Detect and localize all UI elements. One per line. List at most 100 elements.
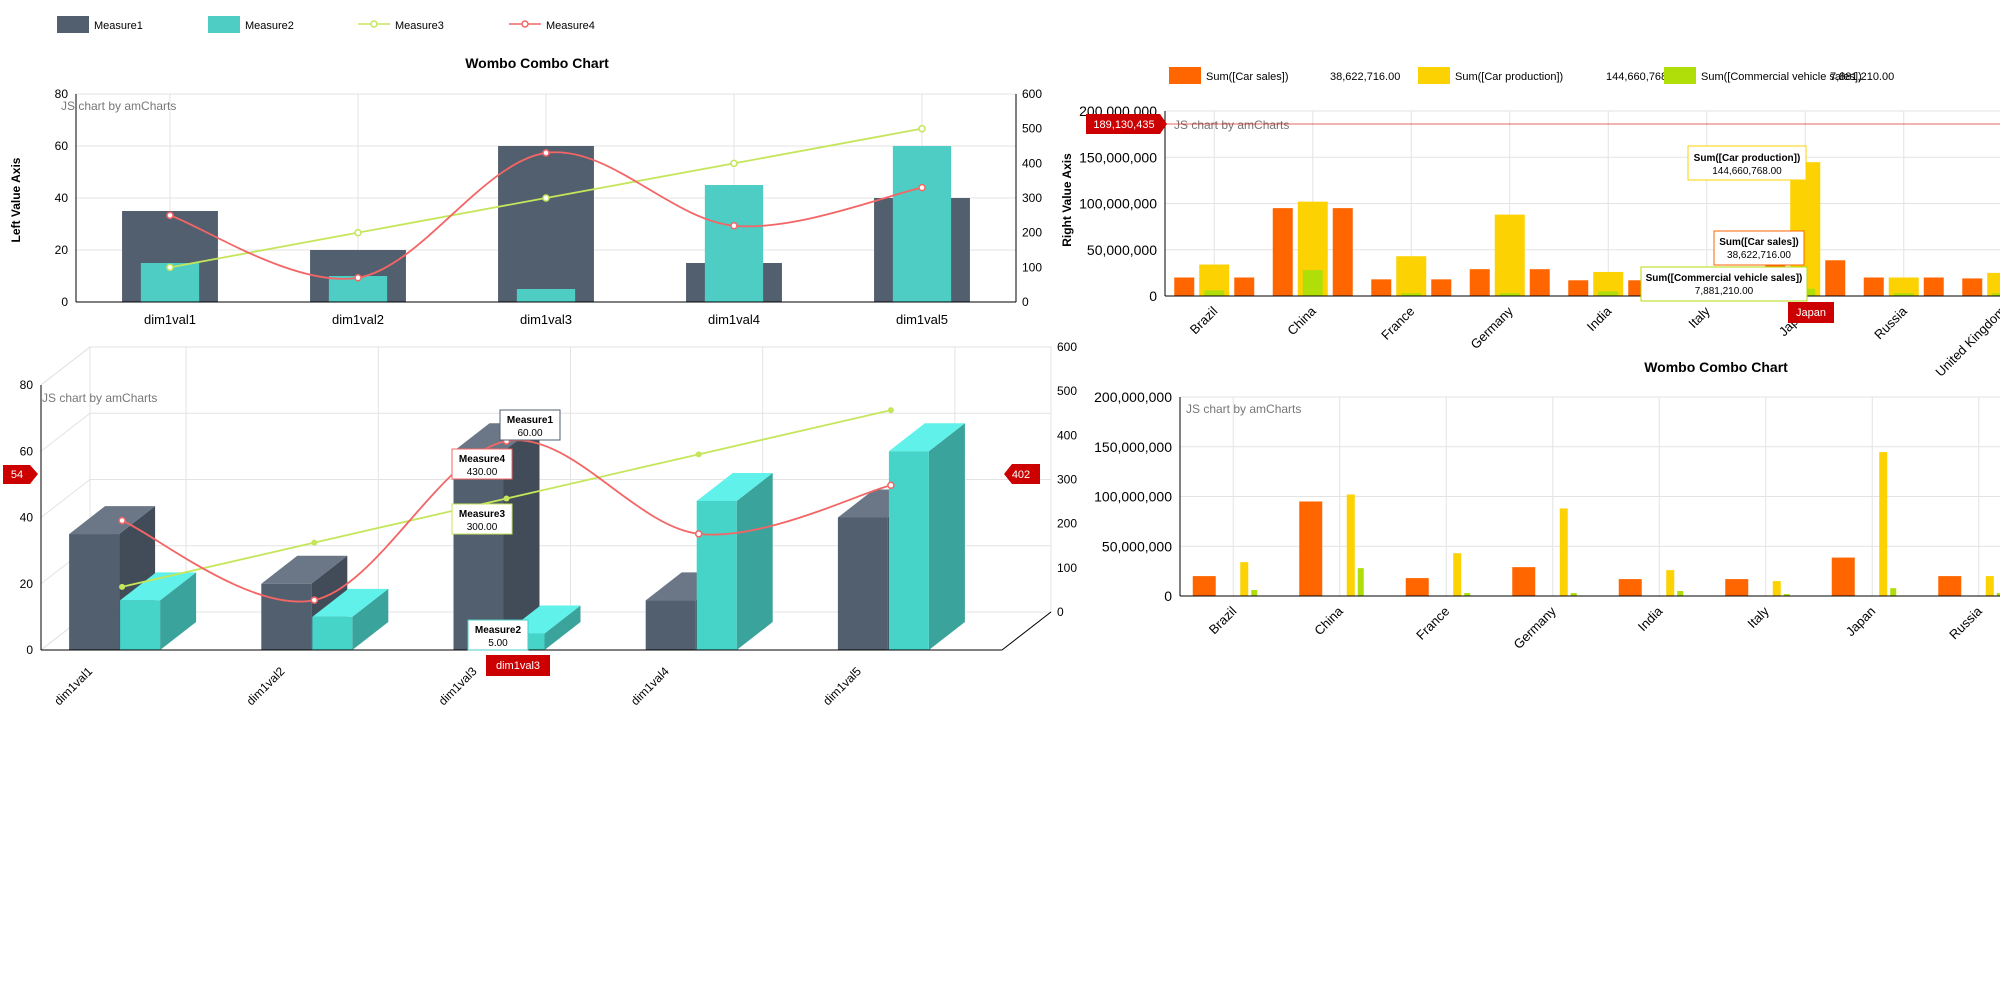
bar-sum-commercial-vehicle-sales-france[interactable]	[1464, 593, 1471, 596]
bar-sum-car-sales-russia[interactable]	[1923, 277, 1944, 297]
bar-sum-car-sales-india-left[interactable]	[1568, 280, 1589, 296]
bar-sum-commercial-vehicle-sales-russia[interactable]	[1996, 593, 2000, 596]
point-measure4-dim1val2[interactable]	[354, 273, 362, 282]
bar-sum-commercial-vehicle-sales-brazil[interactable]	[1251, 590, 1258, 596]
bar-sum-commercial-vehicle-sales-india[interactable]	[1598, 291, 1619, 296]
point-measure4-dim1val1[interactable]	[118, 516, 126, 525]
bar-sum-commercial-vehicle-sales-russia[interactable]	[1893, 293, 1914, 296]
point-measure3-dim1val2[interactable]	[311, 539, 318, 546]
chart-b-legend[interactable]: Sum([Car sales]) 38,622,716.00 Sum([Car …	[1169, 67, 1894, 84]
bar-measure2-dim1val5[interactable]	[892, 146, 952, 302]
legend-label-car-sales[interactable]: Sum([Car sales])	[1206, 71, 1289, 83]
legend-label-commercial[interactable]: Sum([Commercial vehicle sales])	[1701, 71, 1862, 83]
bar-sum-commercial-vehicle-sales-china[interactable]	[1302, 270, 1323, 296]
bar-sum-car-sales-france[interactable]	[1405, 578, 1429, 596]
bar-sum-car-sales-germany-left[interactable]	[1469, 269, 1490, 296]
bar-sum-commercial-vehicle-sales-japan[interactable]	[1890, 588, 1897, 596]
bar-sum-car-sales-france[interactable]	[1431, 279, 1452, 296]
point-measure4-dim1val5[interactable]	[918, 183, 926, 192]
bar3d-measure2-dim1val4[interactable]	[696, 500, 737, 650]
bar-sum-car-production-india[interactable]	[1666, 570, 1675, 596]
bar-sum-commercial-vehicle-sales-brazil[interactable]	[1204, 290, 1225, 296]
legend-label-car-production[interactable]: Sum([Car production])	[1455, 71, 1563, 83]
bar-sum-car-sales-japan[interactable]	[1825, 260, 1846, 296]
bar-sum-commercial-vehicle-sales-china[interactable]	[1357, 568, 1364, 596]
bar-sum-commercial-vehicle-sales-italy[interactable]	[1783, 594, 1790, 596]
bar-sum-car-sales-russia-left[interactable]	[1863, 277, 1884, 297]
bar-sum-car-production-russia[interactable]	[1888, 277, 1919, 297]
chart-b-credit[interactable]: JS chart by amCharts	[1174, 118, 1289, 132]
bar3d-measure1-dim1val3[interactable]	[453, 451, 504, 650]
bar3d-measure1-dim1val2-top[interactable]	[261, 555, 348, 584]
bar3d-measure2-dim1val3-side[interactable]	[544, 605, 581, 650]
point-measure4-dim1val2[interactable]	[310, 596, 319, 604]
bar-sum-car-sales-brazil[interactable]	[1234, 277, 1255, 297]
bar-sum-car-sales-brazil-left[interactable]	[1174, 277, 1195, 297]
bar3d-measure1-dim1val2[interactable]	[261, 583, 312, 650]
bar-sum-car-sales-india[interactable]	[1618, 579, 1642, 596]
bar-sum-commercial-vehicle-sales-india[interactable]	[1677, 591, 1684, 596]
bar-sum-car-sales-japan[interactable]	[1831, 557, 1855, 596]
bar-sum-car-sales-china[interactable]	[1332, 208, 1353, 296]
bar3d-measure1-dim1val5[interactable]	[837, 517, 888, 651]
point-measure4-dim1val4[interactable]	[694, 530, 703, 538]
legend-swatch-car-production[interactable]	[1418, 67, 1450, 84]
bar3d-measure2-dim1val2-side[interactable]	[352, 588, 389, 650]
bar3d-measure2-dim1val4-top[interactable]	[696, 472, 773, 501]
point-measure3-dim1val4[interactable]	[695, 451, 702, 458]
bar-sum-commercial-vehicle-sales-united-kingdom[interactable]	[1992, 293, 2000, 296]
point-measure4-dim1val4[interactable]	[730, 221, 738, 230]
bar3d-measure2-dim1val4-side[interactable]	[736, 472, 773, 650]
bar-sum-commercial-vehicle-sales-germany[interactable]	[1499, 293, 1520, 296]
point-measure3-dim1val3[interactable]	[542, 194, 550, 202]
bar3d-measure2-dim1val1-top[interactable]	[120, 572, 197, 601]
bar-sum-commercial-vehicle-sales-france[interactable]	[1401, 293, 1422, 296]
legend-label-measure3[interactable]: Measure3	[395, 20, 444, 32]
bar-measure2-dim1val3[interactable]	[516, 289, 576, 302]
point-measure3-dim1val3[interactable]	[503, 495, 510, 502]
bar3d-measure2-dim1val2-top[interactable]	[312, 588, 389, 617]
bar3d-measure2-dim1val5-top[interactable]	[888, 423, 965, 452]
bar-sum-car-production-united-kingdom[interactable]	[1987, 272, 2000, 296]
bar-sum-car-production-russia[interactable]	[1985, 576, 1994, 596]
bar-measure1-dim1val3[interactable]	[498, 146, 594, 302]
point-measure4-dim1val3[interactable]	[542, 149, 550, 157]
legend-label-measure2[interactable]: Measure2	[245, 20, 294, 32]
legend-swatch-commercial[interactable]	[1664, 67, 1696, 84]
bar-sum-car-sales-italy[interactable]	[1725, 579, 1749, 596]
chart-d-credit[interactable]: JS chart by amCharts	[42, 391, 157, 405]
bar3d-measure1-dim1val4[interactable]	[645, 600, 696, 650]
bar-sum-car-sales-germany[interactable]	[1529, 269, 1550, 296]
bar-sum-car-production-germany[interactable]	[1559, 508, 1568, 596]
point-measure3-dim1val2[interactable]	[354, 228, 362, 237]
point-measure3-dim1val5[interactable]	[918, 124, 926, 133]
point-measure3-dim1val4[interactable]	[730, 159, 738, 168]
bar3d-measure1-dim1val1[interactable]	[69, 534, 120, 650]
point-measure3-dim1val1[interactable]	[166, 263, 174, 272]
bar-sum-car-production-italy[interactable]	[1772, 581, 1781, 596]
bar3d-measure2-dim1val2[interactable]	[312, 616, 353, 650]
bar-sum-car-production-china[interactable]	[1346, 494, 1355, 596]
chart-a-legend[interactable]: Measure1 Measure2 Measure3 Measure4	[57, 16, 595, 33]
bar-sum-car-sales-germany[interactable]	[1512, 567, 1536, 596]
bar3d-measure2-dim1val5[interactable]	[888, 451, 929, 650]
bar3d-measure2-dim1val1[interactable]	[120, 600, 161, 650]
bar-sum-commercial-vehicle-sales-germany[interactable]	[1570, 593, 1577, 596]
bar-sum-car-sales-brazil[interactable]	[1192, 576, 1216, 596]
bar3d-measure1-dim1val1-top[interactable]	[69, 506, 156, 535]
point-measure4-dim1val1[interactable]	[166, 211, 174, 220]
bar-measure2-dim1val4[interactable]	[704, 185, 764, 302]
legend-swatch-measure1[interactable]	[57, 16, 89, 33]
bar3d-measure2-dim1val1-side[interactable]	[160, 572, 197, 650]
point-measure4-dim1val5[interactable]	[887, 481, 895, 489]
bar-sum-car-production-france[interactable]	[1453, 553, 1462, 596]
legend-swatch-car-sales[interactable]	[1169, 67, 1201, 84]
point-measure3-dim1val1[interactable]	[119, 583, 126, 590]
point-measure3-dim1val5[interactable]	[887, 407, 894, 414]
bar-sum-car-production-japan[interactable]	[1879, 452, 1888, 596]
chart-c-credit[interactable]: JS chart by amCharts	[1186, 402, 1301, 416]
bar-sum-car-sales-china-left[interactable]	[1272, 208, 1293, 296]
bar-sum-car-production-brazil[interactable]	[1240, 562, 1249, 596]
bar3d-measure1-dim1val3-side[interactable]	[503, 423, 540, 650]
bar-sum-car-sales-united-kingdom-left[interactable]	[1962, 278, 1983, 296]
